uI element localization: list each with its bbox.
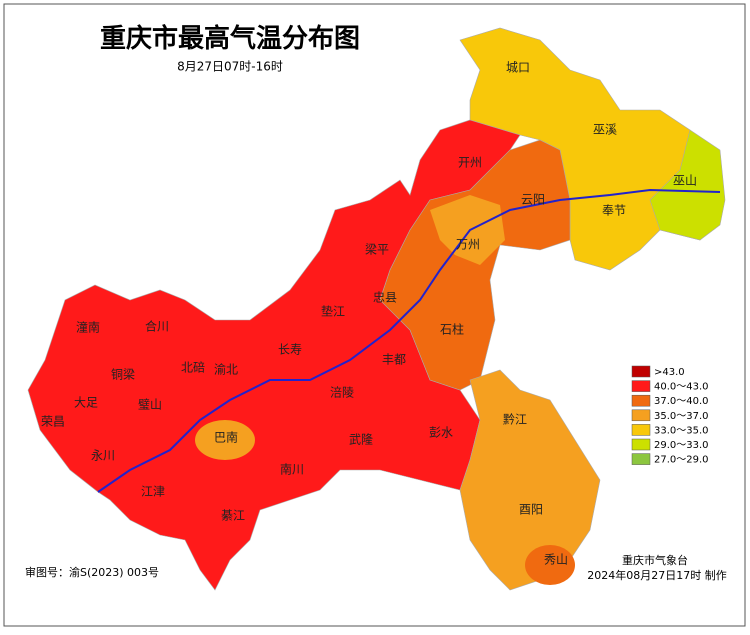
legend-label: >43.0: [654, 367, 685, 378]
place-label: 秀山: [544, 553, 568, 567]
place-label: 潼南: [76, 320, 100, 335]
place-label: 云阳: [521, 193, 545, 207]
place-label: 綦江: [221, 509, 245, 523]
made-time: 2024年08月27日17时 制作: [587, 568, 726, 582]
place-label: 忠县: [373, 291, 397, 305]
legend-swatch: [631, 394, 651, 407]
region-orange-dark: [379, 139, 571, 391]
place-label: 北碚: [181, 360, 205, 375]
place-label: 涪陵: [330, 385, 354, 400]
place-label: 垫江: [321, 304, 345, 319]
region-orange-patch: [430, 195, 505, 265]
place-label: 长寿: [278, 343, 302, 357]
legend-swatch: [631, 438, 651, 451]
title: 重庆市最高气温分布图: [100, 23, 360, 54]
place-label: 合川: [145, 319, 169, 334]
river: [97, 188, 721, 493]
place-label: 酉阳: [519, 503, 543, 517]
legend-swatch: [631, 409, 651, 422]
place-label: 梁平: [365, 242, 389, 257]
legend-swatch: [631, 365, 651, 378]
legend-label: 37.0～40.0: [654, 396, 709, 407]
place-label: 巫溪: [593, 123, 617, 137]
place-label: 开州: [458, 156, 482, 170]
legend-swatch: [631, 380, 651, 392]
place-label: 荣昌: [41, 415, 65, 429]
legend-label: 33.0～35.0: [654, 425, 709, 436]
place-label: 巴南: [214, 430, 238, 445]
region-xiushan: [525, 545, 575, 585]
place-label: 南川: [280, 462, 304, 477]
legend-label: 29.0～33.0: [654, 440, 709, 451]
place-label: 奉节: [602, 204, 626, 218]
place-label: 丰都: [382, 353, 406, 367]
subtitle: 8月27日07时-16时: [177, 60, 283, 74]
legend-swatch: [631, 424, 651, 436]
place-label: 黔江: [503, 412, 527, 427]
legend-label: 35.0～37.0: [654, 411, 709, 422]
region-banan: [195, 420, 255, 460]
legend-label: 27.0～29.0: [654, 455, 709, 466]
place-label: 城口: [506, 61, 530, 75]
place-label: 永川: [91, 449, 115, 463]
legend-label: 40.0～43.0: [654, 382, 709, 393]
place-label: 彭水: [429, 426, 453, 440]
place-label: 武隆: [349, 432, 373, 447]
region-yellowgreen: [649, 129, 726, 241]
place-label: 石柱: [440, 322, 464, 337]
place-label: 大足: [74, 396, 98, 410]
agency: 重庆市气象台: [622, 553, 688, 567]
place-label: 江津: [141, 485, 165, 499]
place-label: 铜梁: [111, 367, 135, 382]
legend-swatch: [631, 453, 651, 465]
place-label: 巫山: [673, 174, 697, 188]
place-label: 万州: [456, 238, 480, 252]
place-label: 璧山: [138, 397, 162, 412]
place-label: 渝北: [214, 362, 238, 377]
review-number: 审图号：渝S(2023) 003号: [25, 565, 159, 579]
